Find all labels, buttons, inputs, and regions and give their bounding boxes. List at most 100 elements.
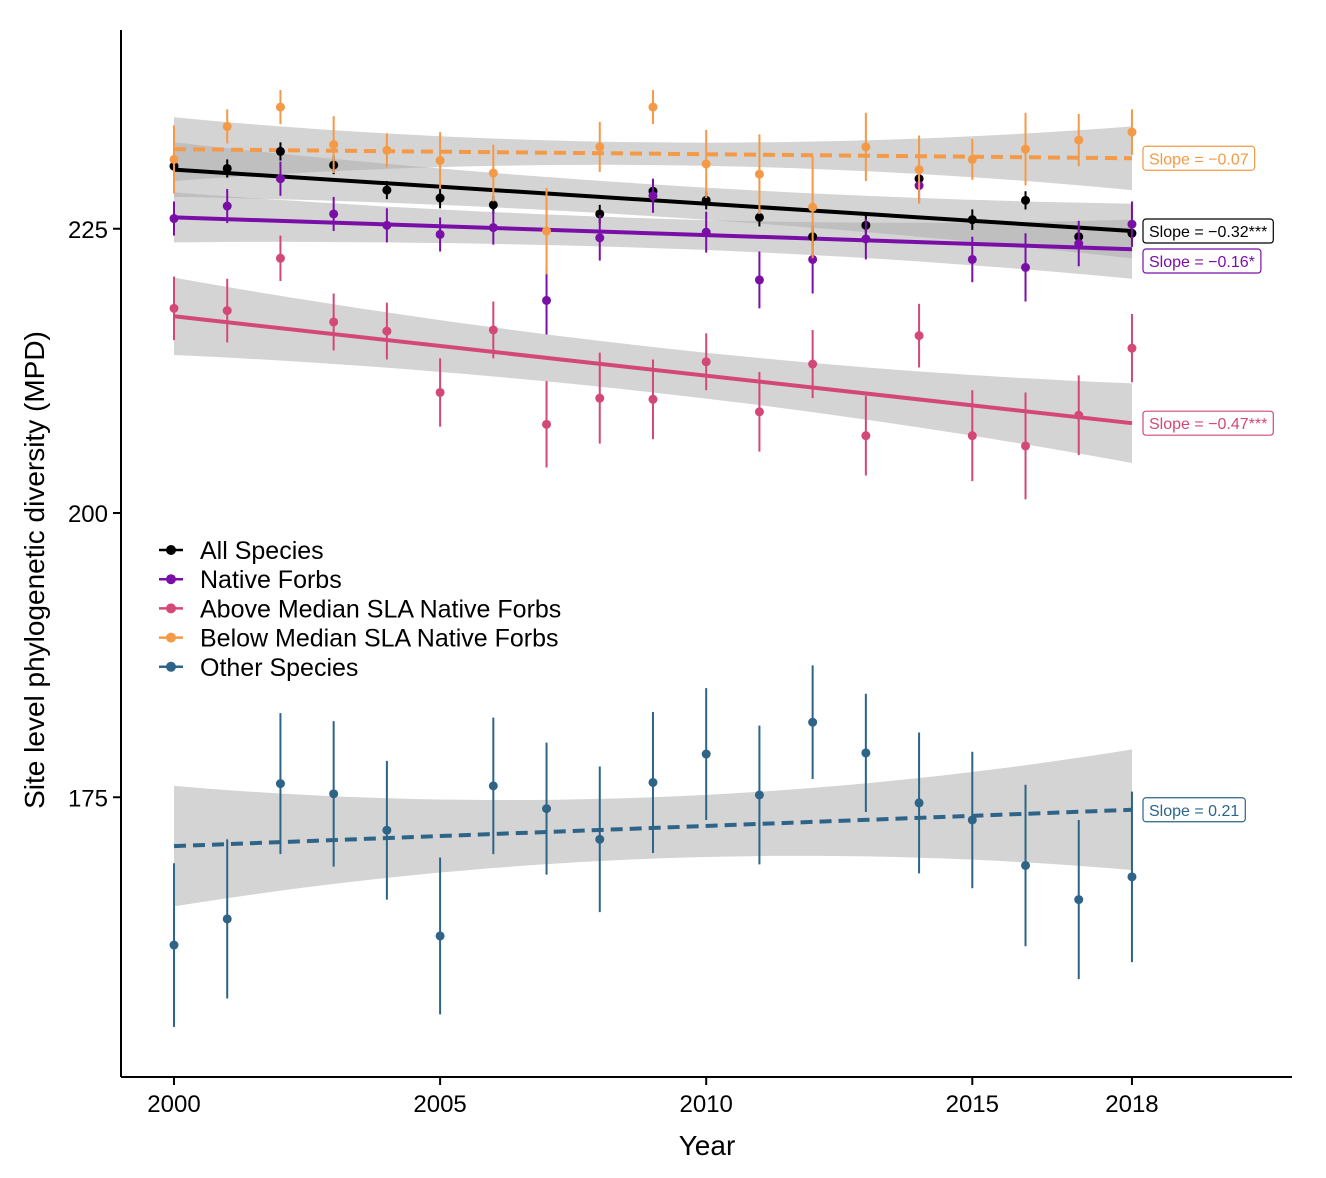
data-point bbox=[967, 431, 977, 441]
data-point bbox=[275, 146, 285, 156]
data-point bbox=[435, 229, 445, 239]
legend-label: Native Forbs bbox=[200, 566, 342, 594]
data-point bbox=[967, 215, 977, 225]
data-point bbox=[488, 168, 498, 178]
data-point bbox=[701, 159, 711, 169]
legend-label: Other Species bbox=[200, 654, 358, 682]
data-point bbox=[542, 419, 552, 429]
legend-item-3: Below Median SLA Native Forbs bbox=[159, 625, 559, 653]
data-point bbox=[329, 789, 339, 799]
legend-label: Below Median SLA Native Forbs bbox=[200, 625, 559, 653]
legend-key-point bbox=[166, 545, 176, 555]
data-point bbox=[169, 303, 179, 313]
data-point bbox=[1127, 219, 1137, 229]
data-point bbox=[382, 220, 392, 230]
data-point bbox=[435, 193, 445, 203]
data-point bbox=[382, 825, 392, 835]
data-point bbox=[595, 393, 605, 403]
data-point bbox=[329, 317, 339, 327]
data-point bbox=[595, 142, 605, 152]
data-point bbox=[329, 140, 339, 150]
x-axis-label: Year bbox=[679, 1130, 736, 1161]
data-point bbox=[1074, 895, 1084, 905]
slope-label-text: Slope = −0.32*** bbox=[1149, 224, 1267, 241]
data-point bbox=[435, 156, 445, 166]
data-point bbox=[382, 326, 392, 336]
data-point bbox=[488, 781, 498, 791]
legend-key-point bbox=[166, 632, 176, 643]
data-point bbox=[595, 834, 605, 844]
y-tick-label: 225 bbox=[68, 217, 108, 244]
legend-item-2: Above Median SLA Native Forbs bbox=[159, 595, 561, 623]
legend-item-1: Native Forbs bbox=[159, 566, 342, 594]
slope-label-1: Slope = −0.16* bbox=[1142, 248, 1262, 274]
x-tick-label: 2000 bbox=[147, 1091, 200, 1118]
data-point bbox=[754, 275, 764, 285]
data-point bbox=[488, 223, 498, 233]
x-tick-label: 2005 bbox=[413, 1091, 466, 1118]
data-point bbox=[542, 295, 552, 305]
slope-label-text: Slope = −0.16* bbox=[1149, 254, 1255, 271]
axes: 2000 2005 2010 2015 2018 175 200 225 bbox=[68, 30, 1292, 1118]
data-point bbox=[861, 431, 871, 441]
data-point bbox=[648, 394, 658, 404]
data-point bbox=[1021, 144, 1031, 154]
data-point bbox=[1127, 343, 1137, 353]
data-point bbox=[967, 815, 977, 825]
slope-label-4: Slope = 0.21 bbox=[1142, 797, 1246, 823]
data-point bbox=[701, 357, 711, 367]
data-points bbox=[169, 90, 1137, 1027]
legend-label: All Species bbox=[200, 537, 324, 565]
data-point bbox=[754, 169, 764, 179]
data-point bbox=[542, 226, 552, 236]
slope-label-3: Slope = −0.07 bbox=[1142, 145, 1256, 171]
data-point bbox=[1021, 262, 1031, 272]
data-point bbox=[595, 233, 605, 243]
data-point bbox=[222, 306, 232, 316]
data-point bbox=[914, 165, 924, 175]
data-point bbox=[754, 790, 764, 800]
data-point bbox=[542, 804, 552, 814]
slope-label-box bbox=[1142, 248, 1262, 274]
ci-band-1 bbox=[174, 192, 1132, 279]
data-point bbox=[808, 717, 818, 727]
data-point bbox=[1021, 441, 1031, 451]
data-point bbox=[275, 253, 285, 263]
data-point bbox=[1074, 135, 1084, 145]
data-point bbox=[382, 185, 392, 195]
data-point bbox=[435, 931, 445, 941]
data-point bbox=[169, 214, 179, 224]
legend-item-0: All Species bbox=[159, 537, 324, 565]
data-point bbox=[329, 209, 339, 219]
x-tick-label: 2015 bbox=[946, 1091, 999, 1118]
data-point bbox=[861, 234, 871, 244]
data-point bbox=[222, 201, 232, 211]
data-point bbox=[222, 914, 232, 924]
legend-label: Above Median SLA Native Forbs bbox=[200, 595, 561, 623]
data-point bbox=[1021, 860, 1031, 870]
data-point bbox=[435, 387, 445, 397]
slope-label-box bbox=[1142, 797, 1246, 823]
data-point bbox=[914, 331, 924, 341]
data-point bbox=[275, 102, 285, 112]
data-point bbox=[808, 202, 818, 212]
data-point bbox=[1127, 872, 1137, 882]
y-tick-label: 175 bbox=[68, 785, 108, 812]
data-point bbox=[754, 407, 764, 417]
data-point bbox=[701, 749, 711, 759]
legend-item-4: Other Species bbox=[159, 654, 358, 682]
data-point bbox=[808, 359, 818, 369]
data-point bbox=[967, 254, 977, 264]
data-point bbox=[1074, 239, 1084, 249]
legend-key-point bbox=[166, 574, 176, 585]
data-point bbox=[488, 325, 498, 335]
y-tick-label: 200 bbox=[68, 501, 108, 528]
slope-label-2: Slope = −0.47*** bbox=[1142, 410, 1274, 436]
data-point bbox=[808, 254, 818, 264]
data-point bbox=[861, 748, 871, 758]
data-point bbox=[701, 227, 711, 237]
data-point bbox=[595, 209, 605, 219]
y-axis-label: Site level phylogenetic diversity (MPD) bbox=[19, 331, 50, 809]
